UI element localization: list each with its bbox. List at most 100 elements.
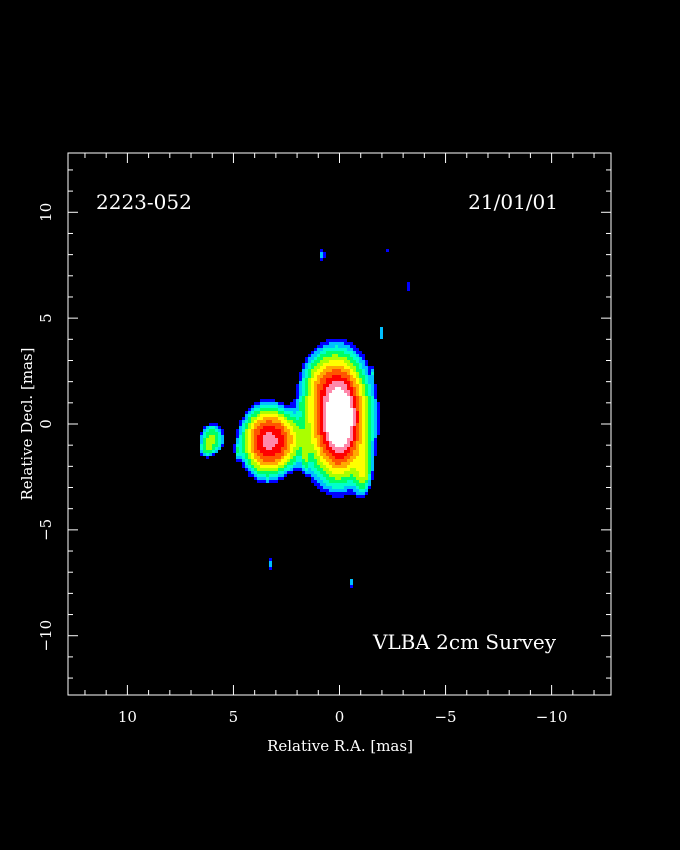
brightness-pixel xyxy=(308,429,311,432)
brightness-pixel xyxy=(317,372,320,375)
brightness-pixel xyxy=(305,429,308,432)
brightness-pixel xyxy=(236,438,239,441)
brightness-pixel xyxy=(371,450,374,453)
brightness-pixel xyxy=(371,423,374,426)
brightness-pixel xyxy=(287,408,290,411)
brightness-pixel xyxy=(278,420,281,423)
brightness-pixel xyxy=(290,441,293,444)
brightness-pixel xyxy=(281,402,284,405)
brightness-pixel xyxy=(371,369,374,372)
brightness-pixel xyxy=(317,420,320,423)
brightness-pixel xyxy=(362,444,365,447)
brightness-pixel xyxy=(359,441,362,444)
brightness-pixel xyxy=(344,396,347,399)
brightness-pixel xyxy=(335,450,338,453)
brightness-pixel xyxy=(356,447,359,450)
brightness-pixel xyxy=(371,408,374,411)
brightness-pixel xyxy=(248,450,251,453)
brightness-pixel xyxy=(365,423,368,426)
brightness-pixel xyxy=(263,405,266,408)
brightness-pixel xyxy=(332,477,335,480)
brightness-pixel xyxy=(290,447,293,450)
brightness-pixel xyxy=(323,396,326,399)
brightness-pixel xyxy=(266,474,269,477)
brightness-pixel xyxy=(296,435,299,438)
brightness-pixel xyxy=(269,432,272,435)
brightness-pixel xyxy=(368,447,371,450)
brightness-pixel xyxy=(278,447,281,450)
brightness-pixel xyxy=(353,429,356,432)
brightness-pixel xyxy=(284,429,287,432)
brightness-pixel xyxy=(305,444,308,447)
brightness-pixel xyxy=(335,357,338,360)
brightness-pixel xyxy=(296,384,299,387)
brightness-pixel xyxy=(323,465,326,468)
brightness-pixel xyxy=(329,381,332,384)
brightness-pixel xyxy=(299,411,302,414)
brightness-pixel xyxy=(359,453,362,456)
brightness-pixel xyxy=(260,468,263,471)
brightness-pixel xyxy=(299,432,302,435)
brightness-pixel xyxy=(338,348,341,351)
brightness-pixel xyxy=(215,429,218,432)
brightness-pixel xyxy=(302,396,305,399)
brightness-pixel xyxy=(254,405,257,408)
brightness-pixel xyxy=(269,408,272,411)
brightness-pixel xyxy=(368,477,371,480)
brightness-pixel xyxy=(314,450,317,453)
brightness-pixel xyxy=(299,402,302,405)
brightness-pixel xyxy=(296,432,299,435)
brightness-pixel xyxy=(329,468,332,471)
brightness-pixel xyxy=(332,384,335,387)
brightness-pixel xyxy=(317,438,320,441)
brightness-pixel xyxy=(365,405,368,408)
brightness-pixel xyxy=(272,450,275,453)
brightness-pixel xyxy=(236,456,239,459)
brightness-pixel xyxy=(311,360,314,363)
brightness-pixel xyxy=(239,441,242,444)
brightness-pixel xyxy=(308,447,311,450)
brightness-pixel xyxy=(347,390,350,393)
brightness-pixel xyxy=(353,399,356,402)
brightness-pixel xyxy=(368,444,371,447)
brightness-pixel xyxy=(206,432,209,435)
brightness-pixel xyxy=(332,360,335,363)
brightness-pixel xyxy=(353,468,356,471)
brightness-pixel xyxy=(314,351,317,354)
brightness-pixel xyxy=(323,411,326,414)
brightness-pixel xyxy=(263,480,266,483)
brightness-pixel xyxy=(251,462,254,465)
brightness-pixel xyxy=(359,444,362,447)
brightness-pixel xyxy=(323,474,326,477)
brightness-pixel xyxy=(332,468,335,471)
brightness-pixel xyxy=(242,462,245,465)
brightness-pixel xyxy=(287,453,290,456)
brightness-pixel xyxy=(260,405,263,408)
brightness-pixel xyxy=(263,453,266,456)
brightness-pixel xyxy=(350,474,353,477)
brightness-pixel xyxy=(311,402,314,405)
brightness-pixel xyxy=(242,453,245,456)
brightness-pixel xyxy=(317,483,320,486)
brightness-pixel xyxy=(254,432,257,435)
brightness-pixel xyxy=(341,363,344,366)
brightness-pixel xyxy=(341,429,344,432)
brightness-pixel xyxy=(329,459,332,462)
brightness-pixel xyxy=(272,429,275,432)
brightness-pixel xyxy=(320,426,323,429)
brightness-pixel xyxy=(353,432,356,435)
brightness-pixel xyxy=(269,402,272,405)
brightness-pixel xyxy=(275,408,278,411)
brightness-pixel xyxy=(317,432,320,435)
brightness-pixel xyxy=(362,387,365,390)
brightness-pixel xyxy=(308,474,311,477)
brightness-pixel xyxy=(365,483,368,486)
x-tick-label: 5 xyxy=(229,708,239,726)
brightness-pixel xyxy=(278,456,281,459)
brightness-pixel xyxy=(239,432,242,435)
brightness-pixel xyxy=(347,354,350,357)
brightness-pixel xyxy=(251,474,254,477)
brightness-pixel xyxy=(326,354,329,357)
brightness-pixel xyxy=(350,399,353,402)
brightness-pixel xyxy=(302,408,305,411)
